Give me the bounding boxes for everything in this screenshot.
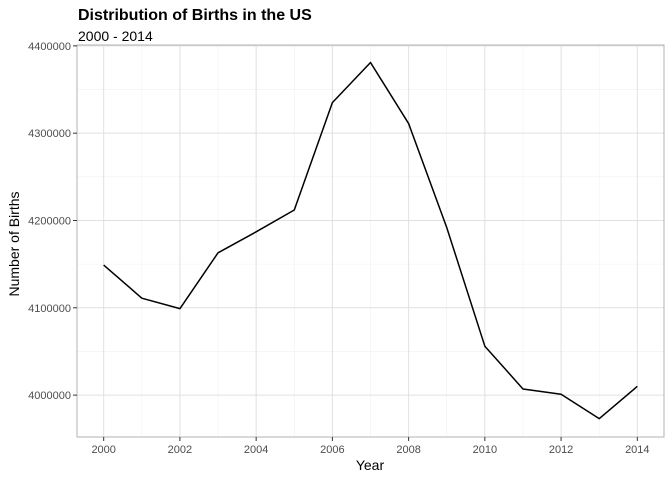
chart-subtitle: 2000 - 2014 [78, 28, 153, 44]
series-layer [103, 61, 638, 420]
y-tick-label: 4000000 [28, 390, 71, 402]
x-tick-label: 2006 [320, 444, 344, 456]
x-tick-label: 2010 [473, 444, 497, 456]
x-tick-label: 2002 [168, 444, 192, 456]
panel-border [76, 44, 665, 438]
chart-title: Distribution of Births in the US [78, 7, 312, 24]
y-tick-label: 4300000 [28, 128, 71, 140]
x-tick-label: 2014 [625, 444, 649, 456]
births-series-line [103, 61, 638, 420]
x-tick-label: 2000 [91, 444, 115, 456]
x-axis-ticks: 2000 2002 2004 2006 2008 2010 2012 2014 [91, 437, 650, 456]
y-tick-label: 4400000 [28, 41, 71, 53]
x-axis-label: Year [356, 457, 385, 473]
x-tick-label: 2008 [396, 444, 420, 456]
y-tick-label: 4200000 [28, 215, 71, 227]
y-tick-label: 4100000 [28, 303, 71, 315]
minor-gridlines [77, 45, 664, 437]
y-axis-label: Number of Births [6, 191, 22, 296]
x-tick-label: 2004 [244, 444, 268, 456]
major-gridlines [77, 45, 664, 437]
y-axis-ticks: 4000000 4100000 4200000 4300000 4400000 [28, 41, 77, 402]
x-tick-label: 2012 [549, 444, 573, 456]
